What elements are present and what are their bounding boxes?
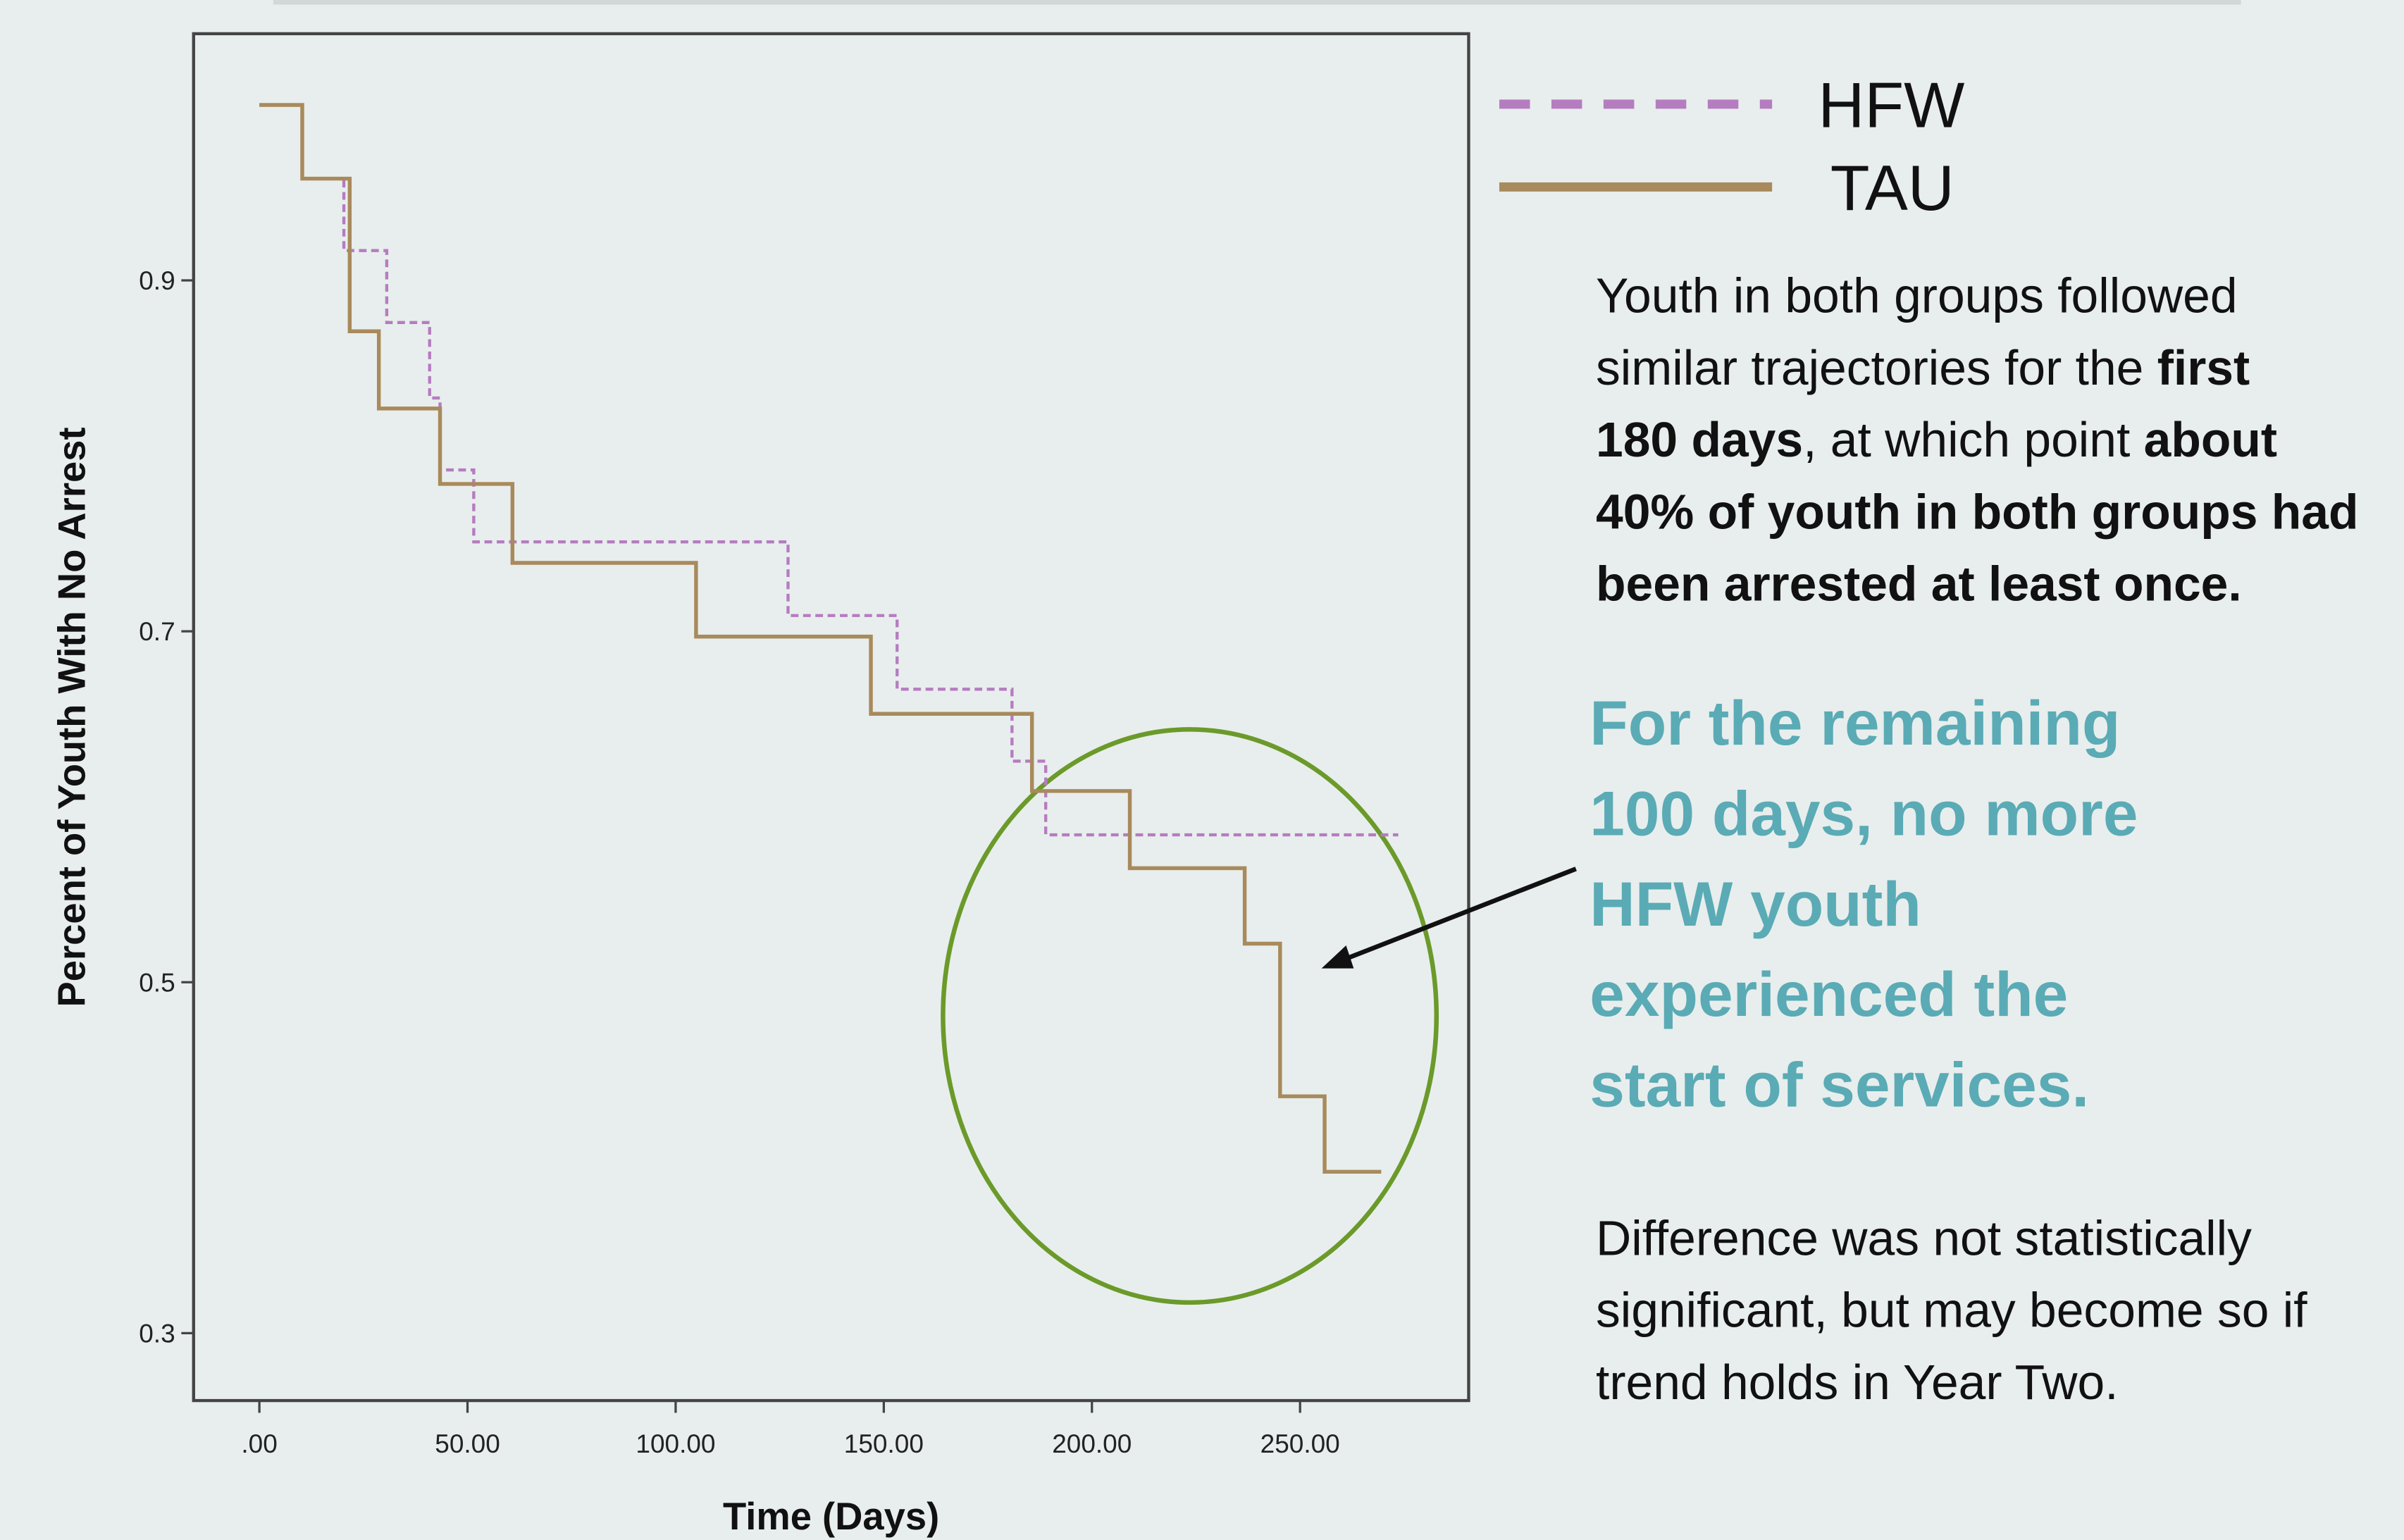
annotation-text: experienced the bbox=[1590, 959, 2068, 1029]
annotation-text: Difference was not statistically bbox=[1596, 1210, 2252, 1265]
legend-label: HFW bbox=[1818, 70, 1964, 142]
annotation-text: 180 days bbox=[1596, 412, 1803, 467]
annotation-text: Youth in both groups followed bbox=[1596, 268, 2238, 323]
y-tick-label: 0.5 bbox=[139, 968, 175, 997]
x-tick-label: 150.00 bbox=[844, 1429, 924, 1458]
annotation-text: 100 days, no more bbox=[1590, 778, 2138, 848]
y-tick-label: 0.3 bbox=[139, 1319, 175, 1348]
annotation-text: HFW youth bbox=[1590, 869, 1921, 939]
annotation-line: similar trajectories for the first bbox=[1596, 340, 2250, 395]
survival-line bbox=[259, 103, 1382, 1174]
annotation-line: For the remaining bbox=[1590, 688, 2120, 758]
x-tick-label: 50.00 bbox=[435, 1429, 500, 1458]
highlight-ellipse bbox=[941, 727, 1439, 1305]
annotation-line: HFW youth bbox=[1590, 869, 1921, 939]
annotation-text: start of services. bbox=[1590, 1049, 2089, 1119]
annotation-text: similar trajectories for the bbox=[1596, 340, 2157, 395]
annotation-line: significant, but may become so if bbox=[1596, 1283, 2307, 1338]
annotation-line: 180 days, at which point about bbox=[1596, 412, 2277, 467]
top-bar bbox=[273, 0, 2241, 5]
annotation-line: Difference was not statistically bbox=[1596, 1210, 2252, 1265]
legend-label: TAU bbox=[1830, 152, 1954, 224]
annotation-line: 100 days, no more bbox=[1590, 778, 2138, 848]
x-tick-label: .00 bbox=[241, 1429, 277, 1458]
annotation-line: 40% of youth in both groups had bbox=[1596, 484, 2359, 539]
annotation-text: For the remaining bbox=[1590, 688, 2120, 758]
annotation-line: experienced the bbox=[1590, 959, 2068, 1029]
plot-frame bbox=[192, 32, 1470, 1403]
annotation-text: been arrested at least once. bbox=[1596, 557, 2242, 611]
y-axis-label: Percent of Youth With No Arrest bbox=[50, 427, 93, 1007]
annotation-text: first bbox=[2157, 340, 2250, 395]
x-tick-label: 100.00 bbox=[636, 1429, 715, 1458]
annotation-text: significant, but may become so if bbox=[1596, 1283, 2307, 1338]
arrow-head bbox=[1321, 945, 1354, 969]
x-axis-label: Time (Days) bbox=[723, 1495, 939, 1538]
x-tick-label: 200.00 bbox=[1052, 1429, 1132, 1458]
annotation-line: trend holds in Year Two. bbox=[1596, 1355, 2119, 1410]
annotation-text: trend holds in Year Two. bbox=[1596, 1355, 2119, 1410]
annotation-line: start of services. bbox=[1590, 1049, 2089, 1119]
annotation-line: Youth in both groups followed bbox=[1596, 268, 2238, 323]
y-tick-label: 0.7 bbox=[139, 617, 175, 646]
y-tick-label: 0.9 bbox=[139, 266, 175, 295]
annotation-text: 40% of youth in both groups had bbox=[1596, 484, 2359, 539]
annotation-line: been arrested at least once. bbox=[1596, 557, 2242, 611]
annotation-text: , at which point bbox=[1803, 412, 2144, 467]
annotation-text: about bbox=[2144, 412, 2277, 467]
arrow-line bbox=[1336, 867, 1577, 965]
x-tick-label: 250.00 bbox=[1260, 1429, 1340, 1458]
